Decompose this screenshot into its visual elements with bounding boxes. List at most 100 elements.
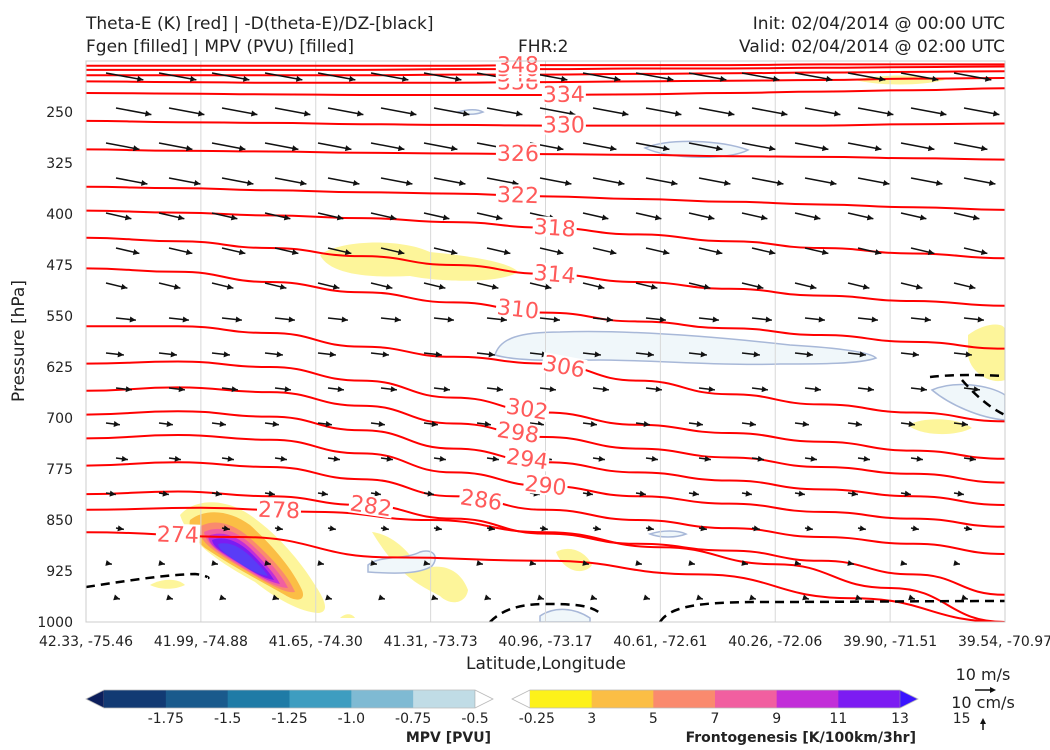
wind-vector-head	[174, 455, 181, 462]
contour-label-282: 282	[348, 491, 393, 522]
colorbar-tick-label: -1.0	[338, 711, 365, 727]
wind-vector-head	[352, 179, 360, 186]
theta-e-contour-278	[86, 506, 1005, 622]
wind-vector-head	[450, 145, 458, 152]
wind-vector-head	[291, 145, 299, 152]
theta-e-contour-274	[86, 531, 1005, 622]
wind-vector-head	[374, 490, 381, 497]
colorbar-swatch	[413, 690, 476, 708]
wind-vector-head	[226, 283, 234, 290]
wind-vector-head	[590, 421, 597, 427]
wind-vector-head	[825, 75, 833, 82]
contour-label-bg	[522, 472, 569, 498]
wind-vector-head	[688, 560, 695, 566]
theta-e-contour-286	[86, 461, 1005, 555]
wind-vector-head	[912, 351, 919, 358]
wind-vector-head	[1034, 145, 1040, 151]
wind-vector-head	[129, 316, 136, 323]
fgen-patch	[340, 614, 355, 618]
wind-vector-head	[173, 283, 181, 290]
wind-vector-head	[556, 145, 564, 152]
wind-vector-head	[965, 525, 972, 532]
colorbar-swatch	[776, 690, 839, 708]
contour-label-bg	[458, 486, 505, 513]
wind-vector-head	[378, 594, 385, 601]
wind-vector-head	[492, 455, 499, 462]
wind-vector	[327, 107, 364, 116]
wind-vector-head	[908, 421, 915, 427]
wind-vector-head	[329, 351, 336, 358]
colorbars: -1.75 -1.5 -1.25 -1.0 -0.75 -0.5 -0.25 MPV [PVU…	[85, 689, 971, 746]
wind-vector-head	[495, 214, 503, 221]
mpv-patch	[647, 530, 688, 538]
wind-vector-head	[560, 75, 568, 82]
wind-vector-head	[851, 490, 858, 497]
init-time: Init: 02/04/2014 @ 00:00 UTC	[752, 14, 1005, 34]
colorbar-tip	[899, 689, 919, 709]
contour-label-348: 348	[497, 53, 539, 78]
wind-vector-head	[703, 283, 711, 290]
colorbar-swatch	[289, 690, 352, 708]
stability-dashed-contour	[86, 572, 210, 589]
wind-vector	[158, 72, 197, 81]
x-tick-label: 40.96, -73.17	[498, 634, 592, 650]
wind-vector-head	[242, 75, 250, 82]
valid-time: Valid: 02/04/2014 @ 02:00 UTC	[739, 37, 1005, 57]
wind-vector-head	[1010, 491, 1016, 497]
wind-vector	[370, 72, 409, 81]
wind-vector-head	[438, 283, 446, 290]
wind-vector-head	[484, 594, 491, 601]
wind-vector	[1007, 563, 1013, 564]
wind-vector-head	[230, 214, 238, 221]
wind-vector-head	[609, 249, 617, 256]
wind-vector	[1007, 423, 1021, 425]
wind-vector-head	[488, 525, 495, 532]
wind-vector-head	[606, 316, 613, 323]
wind-vector-head	[325, 421, 332, 427]
wind-vector-head	[859, 525, 866, 532]
wind-vector-head	[988, 179, 996, 186]
wind-vector-head	[621, 110, 629, 117]
plot-frame	[85, 60, 1006, 623]
wind-vector	[900, 72, 939, 81]
wind-vector-head	[450, 249, 458, 256]
contour-label-326: 326	[497, 142, 539, 167]
wind-vector-head	[283, 214, 291, 221]
wind-vector-head	[1019, 351, 1025, 357]
wind-vector-head	[405, 179, 413, 186]
wind-vector-head	[719, 75, 727, 82]
wind-vector-head	[238, 145, 246, 152]
contour-label-bg	[155, 523, 201, 545]
contour-label-310: 310	[496, 295, 541, 324]
contour-label-330: 330	[543, 114, 585, 139]
wind-vector-head	[886, 110, 894, 117]
colorbar-tick-label: -0.25	[519, 711, 555, 727]
wind-vector-head	[124, 214, 132, 221]
wind-vector-head	[723, 179, 731, 186]
wind-vector-head	[423, 560, 430, 566]
wind-vector-head	[462, 110, 470, 117]
x-axis: 42.33, -75.46 41.99, -74.88 41.65, -74.30 4…	[39, 634, 1050, 650]
wind-vector-head	[597, 283, 605, 290]
wind-vector-head	[602, 386, 609, 393]
wind-vector-head	[749, 421, 756, 427]
wind-vector-head	[435, 351, 442, 358]
wind-vector-head	[708, 386, 715, 393]
y-tick-label: 850	[46, 513, 73, 529]
wind-vector	[741, 72, 780, 81]
colorbar-tick-label: -1.5	[214, 711, 241, 727]
wind-vector-head	[810, 455, 817, 462]
wind-vector-head	[866, 214, 874, 221]
y-axis-label: Pressure [hPa]	[9, 280, 29, 402]
wind-vector-head	[696, 421, 703, 427]
wind-vector-head	[177, 214, 185, 221]
wind-vector-head	[659, 316, 666, 323]
wind-vector-head	[299, 179, 307, 186]
wind-vector-head	[132, 249, 140, 256]
contour-label-286: 286	[458, 485, 503, 516]
wind-vector	[211, 72, 250, 81]
wind-vector	[1017, 318, 1037, 320]
wind-vector-head	[303, 110, 311, 117]
y-tick-label: 475	[46, 258, 73, 274]
